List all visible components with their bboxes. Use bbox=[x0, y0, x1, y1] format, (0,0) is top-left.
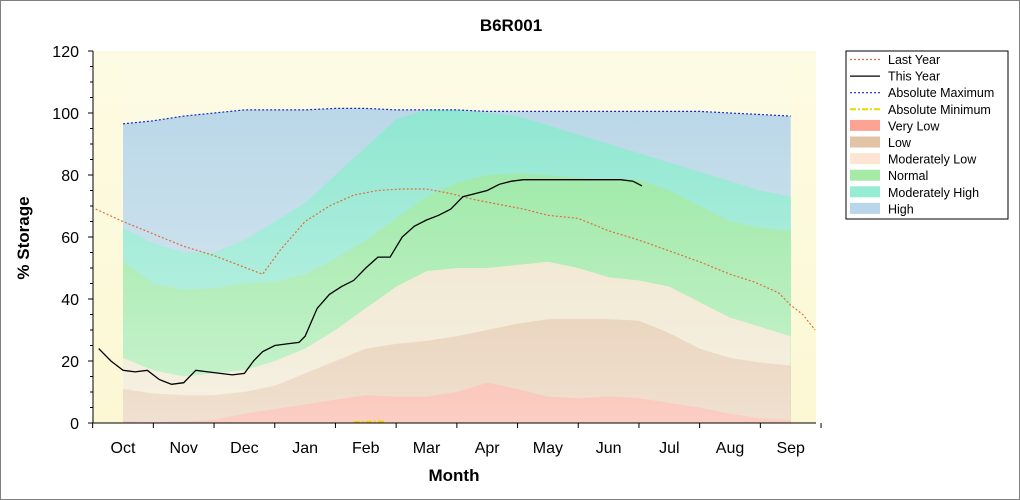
y-tick-label: 60 bbox=[61, 230, 79, 247]
legend-swatch-normal bbox=[850, 169, 880, 181]
x-tick-label: Dec bbox=[230, 440, 258, 457]
line-absolute-minimum bbox=[353, 420, 385, 424]
line-last-year bbox=[95, 188, 816, 331]
legend-swatch-high bbox=[850, 202, 880, 214]
axes-layer: 0 20 40 60 80 100 120 Oct Nov Dec Jan Feb Mar Apr May J… bbox=[52, 44, 822, 457]
bands-layer bbox=[123, 51, 791, 424]
legend-label-last-year: Last Year bbox=[888, 53, 940, 67]
line-absolute-maximum bbox=[122, 107, 791, 125]
x-axis-label: Month bbox=[429, 466, 480, 485]
x-tick-label: Aug bbox=[716, 440, 744, 457]
legend-swatch-low bbox=[850, 136, 880, 148]
x-tick-label: Feb bbox=[352, 440, 380, 457]
legend-swatch-moderately-high bbox=[850, 186, 880, 198]
legend-label-low: Low bbox=[888, 136, 912, 150]
x-tick-label: Mar bbox=[413, 440, 441, 457]
line-this-year bbox=[98, 179, 643, 385]
x-tick-label: Apr bbox=[475, 440, 501, 457]
legend-label-high: High bbox=[888, 202, 914, 216]
x-tick-label: Oct bbox=[111, 440, 136, 457]
legend-label-normal: Normal bbox=[888, 169, 928, 183]
band-fade bbox=[123, 51, 791, 423]
legend-label-this-year: This Year bbox=[888, 70, 940, 84]
x-tick-label: Nov bbox=[169, 440, 197, 457]
y-tick-label: 100 bbox=[52, 106, 79, 123]
legend-label-moderately-high: Moderately High bbox=[888, 186, 979, 200]
legend-label-very-low: Very Low bbox=[888, 119, 940, 133]
lines-layer bbox=[95, 107, 816, 424]
chart-title: B6R001 bbox=[480, 16, 542, 35]
legend-label-moderately-low: Moderately Low bbox=[888, 153, 977, 167]
legend-swatch-very-low bbox=[850, 119, 880, 131]
y-axis-label: % Storage bbox=[14, 196, 33, 279]
legend-label-absolute-minimum: Absolute Minimum bbox=[888, 103, 991, 117]
y-tick-label: 40 bbox=[61, 292, 79, 309]
y-tick-label: 20 bbox=[61, 354, 79, 371]
legend-swatch-moderately-low bbox=[850, 153, 880, 165]
y-tick-label: 80 bbox=[61, 168, 79, 185]
y-tick-label: 120 bbox=[52, 44, 79, 61]
x-tick-label: Sep bbox=[776, 440, 805, 457]
legend-label-absolute-maximum: Absolute Maximum bbox=[888, 86, 994, 100]
y-tick-label: 0 bbox=[70, 416, 79, 433]
x-tick-label: Jun bbox=[596, 440, 622, 457]
legend: Last Year This Year Absolute Maximum Absolu… bbox=[845, 50, 1009, 220]
x-tick-label: Jan bbox=[292, 440, 318, 457]
x-tick-label: Jul bbox=[659, 440, 679, 457]
x-tick-label: May bbox=[533, 440, 563, 457]
